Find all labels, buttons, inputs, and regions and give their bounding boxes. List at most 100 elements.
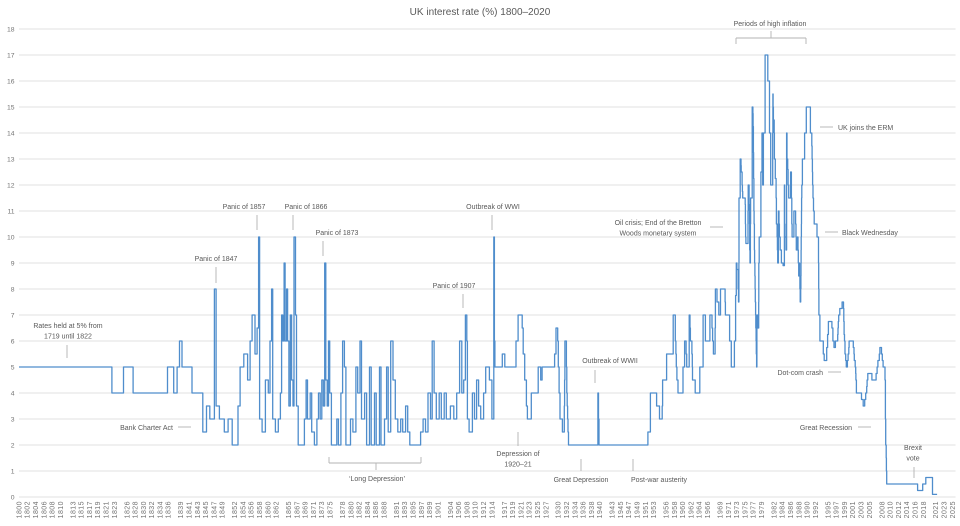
x-axis-label: 1984 (780, 501, 787, 518)
x-axis-label: 1940 (597, 501, 604, 518)
x-axis-label: 1858 (257, 501, 264, 518)
x-axis-label: 1804 (33, 501, 40, 518)
x-axis-label: 1802 (25, 501, 32, 518)
annotation-black-wednesday: Black Wednesday (842, 230, 898, 237)
x-axis-label: 1982 (771, 501, 778, 518)
x-axis-label: 2025 (950, 501, 957, 518)
x-axis-label: 1847 (211, 501, 218, 518)
x-axis-label: 1888 (381, 501, 388, 518)
x-axis-label: 1936 (581, 501, 588, 518)
x-axis-label: 1821 (104, 501, 111, 518)
annotation-bank-charter-act: Bank Charter Act (120, 425, 173, 432)
x-axis-label: 1921 (518, 501, 525, 518)
annotation-panic-of-1857: Panic of 1857 (223, 204, 266, 211)
annotation-rates-held-5pct: 1719 until 1822 (44, 334, 92, 341)
x-axis-label: 1999 (842, 501, 849, 518)
x-axis-label: 1925 (535, 501, 542, 518)
x-axis-label: 1927 (543, 501, 550, 518)
x-axis-label: 1906 (456, 501, 463, 518)
x-axis-label: 1992 (813, 501, 820, 518)
annotation-brexit-vote: vote (906, 456, 919, 463)
y-axis-label: 10 (7, 234, 15, 241)
x-axis-label: 1800 (16, 501, 23, 518)
x-axis-label: 1869 (303, 501, 310, 518)
x-axis-label: 1908 (464, 501, 471, 518)
y-axis-label: 14 (7, 130, 15, 137)
x-axis-label: 1966 (705, 501, 712, 518)
x-axis-label: 1839 (178, 501, 185, 518)
x-axis-label: 1975 (742, 501, 749, 518)
y-axis-label: 6 (11, 338, 15, 345)
y-axis-label: 17 (7, 52, 15, 59)
annotation-depression-of-1920-21: 1920–21 (504, 462, 531, 469)
x-axis-label: 1845 (203, 501, 210, 518)
x-axis-label: 2016 (912, 501, 919, 518)
annotation-oil-crisis-bretton-woods: Woods monetary system (620, 231, 697, 238)
x-axis-label: 1828 (133, 501, 140, 518)
x-axis-label: 1871 (311, 501, 318, 518)
y-axis-label: 16 (7, 78, 15, 85)
x-axis-label: 1973 (734, 501, 741, 518)
x-axis-label: 1852 (232, 501, 239, 518)
annotation-panic-of-1873: Panic of 1873 (316, 230, 359, 237)
annotation-great-recession: Great Recession (800, 425, 852, 432)
x-axis-label: 1878 (340, 501, 347, 518)
x-axis-label: 1923 (527, 501, 534, 518)
x-axis-label: 1934 (572, 501, 579, 518)
x-axis-label: 1988 (796, 501, 803, 518)
x-axis-label: 1895 (411, 501, 418, 518)
y-axis-label: 8 (11, 286, 15, 293)
x-axis-label: 1990 (805, 501, 812, 518)
y-axis-label: 7 (11, 312, 15, 319)
x-axis-label: 2014 (904, 501, 911, 518)
chart-title: UK interest rate (%) 1800–2020 (409, 7, 551, 18)
x-axis-label: 2021 (933, 501, 940, 518)
annotation-depression-of-1920-21: Depression of (496, 451, 539, 458)
x-axis-label: 1995 (825, 501, 832, 518)
y-axis-label: 4 (11, 390, 15, 397)
x-axis-label: 1914 (489, 501, 496, 518)
x-axis-label: 1951 (643, 501, 650, 518)
annotation-oil-crisis-bretton-woods: Oil crisis; End of the Bretton (615, 220, 702, 227)
annotation-outbreak-of-wwi: Outbreak of WWI (466, 204, 520, 211)
x-axis-label: 1969 (717, 501, 724, 518)
x-axis-label: 1826 (124, 501, 131, 518)
y-axis-label: 12 (7, 182, 15, 189)
x-axis-label: 1901 (435, 501, 442, 518)
x-axis-label: 1884 (365, 501, 372, 518)
x-axis-label: 1912 (481, 501, 488, 518)
x-axis-label: 1949 (635, 501, 642, 518)
y-axis-label: 11 (7, 208, 14, 215)
y-axis-label: 13 (7, 156, 15, 163)
x-axis-label: 1817 (87, 501, 94, 518)
x-axis-label: 1971 (726, 501, 733, 518)
annotation-post-war-austerity: Post-war austerity (631, 477, 688, 484)
x-axis-label: 1904 (448, 501, 455, 518)
x-axis-label: 1865 (286, 501, 293, 518)
x-axis-label: 2018 (921, 501, 928, 518)
y-axis-label: 9 (11, 260, 15, 267)
x-axis-label: 1806 (41, 501, 48, 518)
x-axis-label: 2003 (859, 501, 866, 518)
x-axis-label: 1873 (319, 501, 326, 518)
x-axis-label: 1830 (141, 501, 148, 518)
annotation-panic-of-1847: Panic of 1847 (195, 256, 238, 263)
x-axis-label: 1808 (50, 501, 57, 518)
x-axis-label: 1813 (70, 501, 77, 518)
y-axis-label: 18 (7, 26, 15, 33)
x-axis-label: 2012 (896, 501, 903, 518)
x-axis-label: 1960 (680, 501, 687, 518)
x-axis-label: 1815 (79, 501, 86, 518)
x-axis-label: 1860 (265, 501, 272, 518)
x-axis-label: 1886 (373, 501, 380, 518)
annotation-uk-joins-the-erm: UK joins the ERM (838, 125, 893, 132)
annotation-brexit-vote: Brexit (904, 445, 922, 452)
x-axis-label: 1956 (664, 501, 671, 518)
x-axis-label: 1962 (688, 501, 695, 518)
x-axis-label: 1945 (618, 501, 625, 518)
x-axis-label: 2023 (942, 501, 949, 518)
x-axis-label: 2005 (867, 501, 874, 518)
x-axis-label: 1997 (834, 501, 841, 518)
x-axis-label: 1910 (473, 501, 480, 518)
